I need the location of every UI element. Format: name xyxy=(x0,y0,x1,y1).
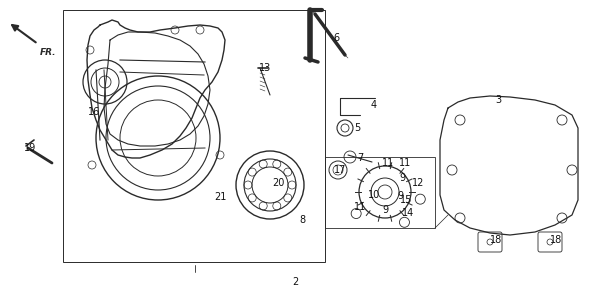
Text: 3: 3 xyxy=(495,95,501,105)
Text: 8: 8 xyxy=(299,215,305,225)
Text: 18: 18 xyxy=(490,235,502,245)
Text: 7: 7 xyxy=(357,153,363,163)
Text: 12: 12 xyxy=(412,178,424,188)
Text: 11: 11 xyxy=(354,202,366,212)
Text: 17: 17 xyxy=(334,165,346,175)
Text: 21: 21 xyxy=(214,192,226,202)
Text: 20: 20 xyxy=(272,178,284,188)
Text: 11: 11 xyxy=(399,158,411,168)
Bar xyxy=(325,157,435,228)
Text: 9: 9 xyxy=(382,205,388,215)
Text: 6: 6 xyxy=(333,33,339,43)
Text: 13: 13 xyxy=(259,63,271,73)
Text: FR.: FR. xyxy=(40,48,57,57)
Text: 4: 4 xyxy=(371,100,377,110)
Text: 18: 18 xyxy=(550,235,562,245)
Text: 10: 10 xyxy=(368,190,380,200)
Bar xyxy=(63,10,325,262)
Text: 15: 15 xyxy=(400,195,412,205)
Text: 16: 16 xyxy=(88,107,100,117)
Text: 19: 19 xyxy=(24,143,36,153)
Text: 14: 14 xyxy=(402,208,414,218)
Text: 9: 9 xyxy=(397,191,403,201)
Text: 9: 9 xyxy=(399,173,405,183)
Text: 2: 2 xyxy=(292,277,298,287)
Text: 5: 5 xyxy=(354,123,360,133)
Text: 11: 11 xyxy=(382,158,394,168)
